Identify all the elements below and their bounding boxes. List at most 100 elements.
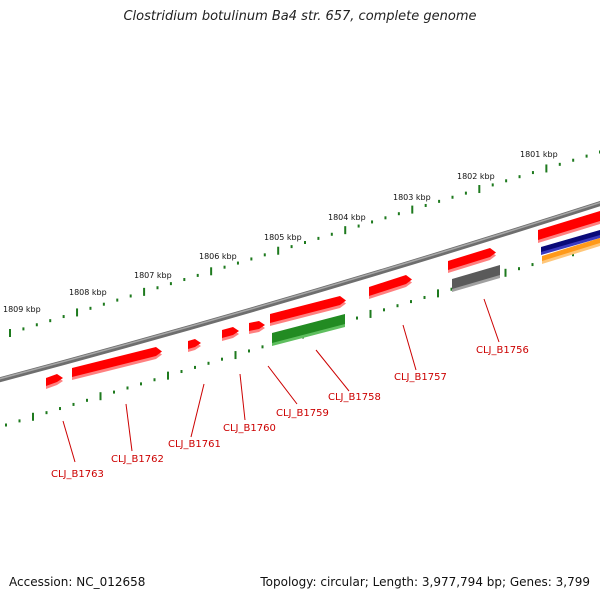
gene-CLJ_B1760-body [222, 327, 239, 338]
gene-label[interactable]: CLJ_B1762 [111, 454, 164, 465]
kbp-minor-tick [357, 224, 360, 228]
inner-minor-tick [450, 287, 453, 291]
kbp-minor-tick [505, 179, 508, 183]
gene-CLJ_B1761-body [188, 339, 201, 349]
gene-labels: CLJ_B1763CLJ_B1762CLJ_B1761CLJ_B1760CLJ_… [51, 345, 529, 480]
inner-minor-tick [396, 304, 399, 308]
backbone-highlight [0, 201, 600, 380]
gene-features [46, 211, 600, 389]
feature-gray-body [452, 265, 500, 289]
label-leader [267, 365, 298, 405]
inner-minor-tick [423, 295, 426, 299]
kbp-minor-tick [22, 327, 25, 331]
kbp-minor-tick [438, 199, 441, 203]
gene-CLJ_B1762[interactable] [72, 347, 162, 380]
gene-CLJ_B1757-body [369, 275, 412, 296]
inner-major-tick [32, 412, 34, 421]
outer-kbp-ruler [9, 150, 600, 337]
kbp-minor-tick [49, 319, 52, 323]
inner-minor-tick [383, 308, 385, 312]
inner-minor-tick [356, 316, 358, 320]
kbp-minor-tick [371, 220, 374, 224]
gene-CLJ_B1756-body [448, 248, 496, 270]
gene-CLJ_B1760[interactable] [222, 327, 239, 341]
kbp-minor-tick [35, 323, 38, 327]
kbp-minor-tick [330, 232, 333, 236]
kbp-minor-tick [531, 171, 534, 175]
gene-CLJ_B1756[interactable] [448, 248, 496, 273]
label-leader [239, 373, 246, 421]
label-leader [125, 403, 133, 452]
kbp-labels: 1809 kbp 1808 kbp 1807 kbp 1806 kbp 1805 kbp… [3, 150, 558, 314]
gene-label[interactable]: CLJ_B1760 [223, 423, 276, 434]
gene-CLJ_B1759[interactable] [249, 321, 265, 334]
gene-label[interactable]: CLJ_B1758 [328, 392, 381, 403]
gene-CLJ_B1757[interactable] [369, 275, 412, 299]
inner-minor-tick [18, 419, 21, 423]
inner-minor-tick [180, 370, 183, 374]
inner-minor-tick [248, 349, 250, 353]
gene-label[interactable]: CLJ_B1763 [51, 469, 104, 480]
gene-label[interactable]: CLJ_B1761 [168, 439, 221, 450]
gene-label[interactable]: CLJ_B1759 [276, 408, 329, 419]
kbp-minor-tick [236, 261, 239, 265]
gene-CLJ_B1763[interactable] [46, 374, 63, 389]
kbp-major-tick [545, 164, 548, 173]
kbp-major-tick [210, 267, 213, 276]
kbp-label: 1805 kbp [264, 233, 302, 242]
feature-red-right[interactable] [538, 211, 600, 243]
kbp-minor-tick [451, 195, 454, 199]
kbp-major-tick [277, 246, 280, 255]
kbp-major-tick [9, 329, 11, 337]
kbp-label: 1801 kbp [520, 150, 558, 159]
label-leader [483, 298, 500, 343]
kbp-minor-tick [464, 191, 467, 195]
gene-CLJ_B1758[interactable] [270, 296, 346, 326]
kbp-minor-tick [196, 273, 199, 277]
feature-navy[interactable] [541, 230, 600, 255]
gene-label[interactable]: CLJ_B1757 [394, 372, 447, 383]
feature-green[interactable] [272, 314, 345, 346]
inner-minor-tick [113, 390, 115, 394]
kbp-minor-tick [558, 162, 561, 166]
gene-CLJ_B1762-body [72, 347, 162, 377]
inner-major-tick [369, 309, 372, 318]
inner-major-tick [504, 268, 507, 277]
topology-summary: Topology: circular; Length: 3,977,794 bp… [260, 575, 590, 589]
kbp-minor-tick [572, 158, 575, 162]
kbp-minor-tick [129, 294, 132, 298]
kbp-minor-tick [491, 183, 494, 187]
kbp-minor-tick [62, 315, 65, 319]
kbp-minor-tick [250, 257, 253, 261]
inner-minor-tick [531, 263, 534, 267]
inner-minor-tick [221, 357, 223, 361]
inner-minor-tick [140, 382, 142, 386]
backbone-line [0, 200, 600, 383]
feature-red-right-body [538, 211, 600, 240]
gene-CLJ_B1759-body [249, 321, 265, 331]
gene-label[interactable]: CLJ_B1756 [476, 345, 529, 356]
feature-orange[interactable] [542, 238, 600, 264]
kbp-label: 1806 kbp [199, 252, 237, 261]
kbp-minor-tick [169, 282, 172, 286]
gene-CLJ_B1763-body [46, 374, 63, 386]
gene-CLJ_B1761[interactable] [188, 339, 201, 352]
kbp-minor-tick [102, 302, 105, 306]
inner-minor-tick [126, 386, 129, 390]
kbp-major-tick [344, 226, 347, 235]
inner-minor-tick [153, 378, 156, 382]
kbp-label: 1807 kbp [134, 271, 172, 280]
accession-text: Accession: NC_012658 [9, 575, 146, 589]
kbp-minor-tick [89, 306, 92, 310]
label-leader [62, 420, 76, 463]
map-title: Clostridium botulinum Ba4 str. 657, comp… [123, 9, 477, 24]
kbp-minor-tick [397, 212, 400, 216]
kbp-minor-tick [263, 253, 266, 257]
kbp-label: 1809 kbp [3, 305, 41, 314]
feature-gray[interactable] [452, 265, 500, 292]
inner-minor-tick [5, 423, 7, 427]
feature-orange-body [542, 238, 600, 261]
inner-minor-tick [410, 300, 412, 304]
kbp-minor-tick [183, 278, 186, 282]
label-leader [315, 349, 350, 392]
